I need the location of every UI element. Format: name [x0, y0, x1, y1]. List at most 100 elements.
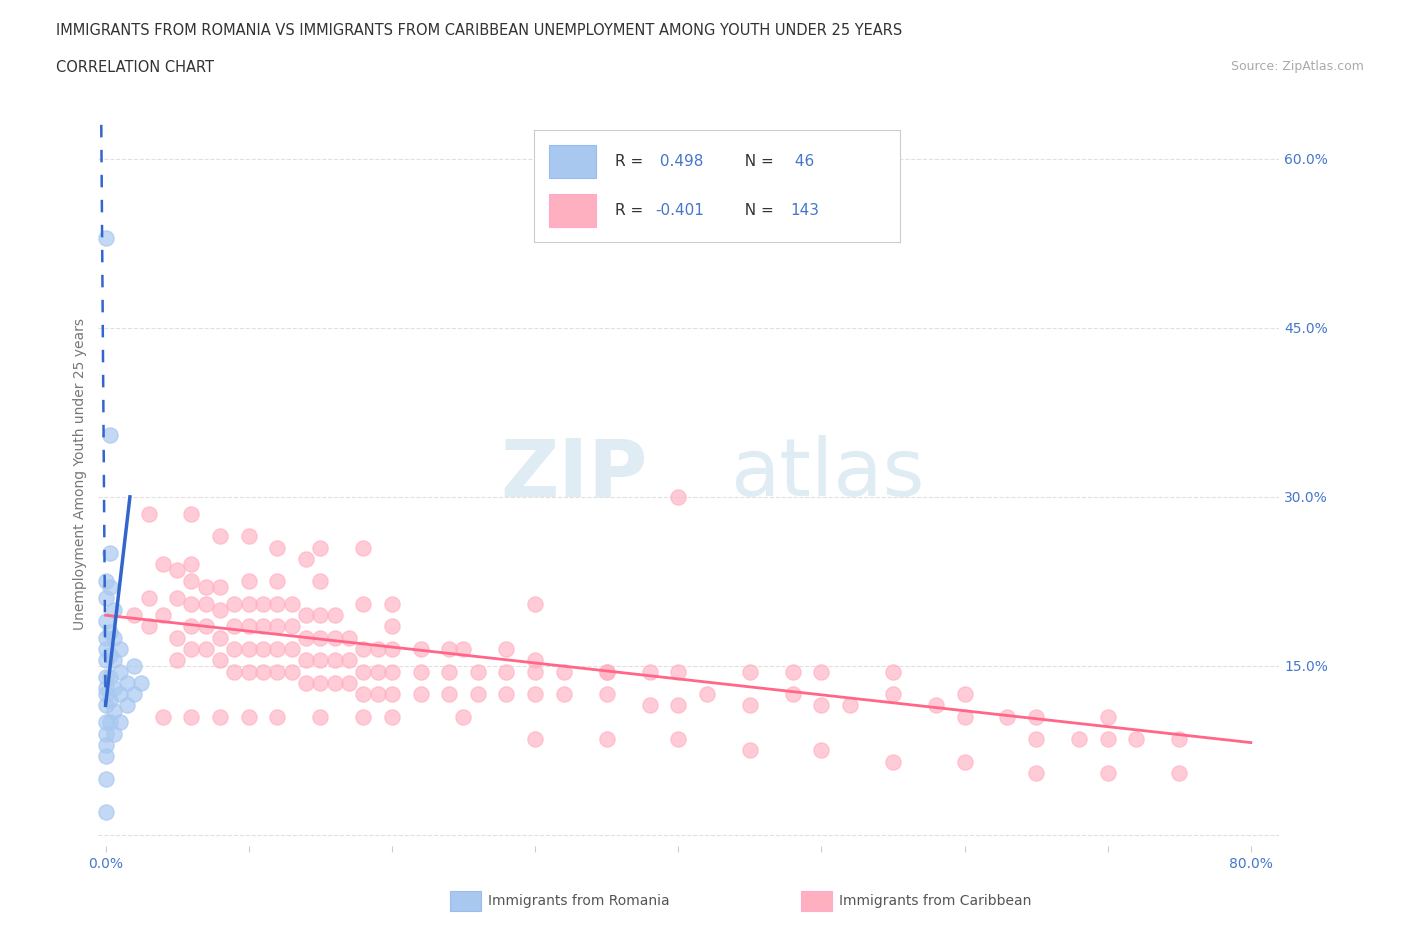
- Point: [953, 754, 976, 769]
- Point: [524, 653, 547, 668]
- Point: [1168, 765, 1191, 780]
- Point: [997, 710, 1019, 724]
- Point: [352, 710, 374, 724]
- Point: [295, 653, 318, 668]
- Text: R =: R =: [614, 154, 648, 169]
- Point: [467, 686, 489, 701]
- Point: [138, 506, 160, 521]
- Point: [595, 664, 617, 679]
- Point: [238, 529, 260, 544]
- Point: [295, 631, 318, 645]
- Point: [180, 596, 202, 611]
- Point: [882, 686, 904, 701]
- Point: [595, 664, 617, 679]
- Point: [953, 686, 976, 701]
- Point: [266, 574, 288, 589]
- Point: [381, 596, 404, 611]
- Point: [524, 732, 547, 747]
- Point: [280, 664, 302, 679]
- Point: [266, 642, 288, 657]
- Point: [738, 743, 761, 758]
- Text: Immigrants from Caribbean: Immigrants from Caribbean: [839, 894, 1032, 909]
- Point: [138, 591, 160, 605]
- Point: [309, 653, 332, 668]
- Point: [352, 596, 374, 611]
- Point: [882, 664, 904, 679]
- Point: [1125, 732, 1147, 747]
- Point: [238, 574, 260, 589]
- Point: [295, 551, 318, 566]
- Point: [409, 686, 432, 701]
- Text: N =: N =: [735, 154, 779, 169]
- Point: [252, 642, 274, 657]
- Point: [122, 608, 145, 623]
- Point: [238, 642, 260, 657]
- Point: [209, 579, 232, 594]
- Point: [94, 686, 117, 701]
- Point: [280, 596, 302, 611]
- Point: [810, 664, 832, 679]
- Point: [180, 557, 202, 572]
- Point: [94, 642, 117, 657]
- Point: [252, 619, 274, 634]
- Point: [309, 574, 332, 589]
- Point: [224, 664, 246, 679]
- Point: [122, 658, 145, 673]
- Point: [103, 602, 125, 617]
- Point: [381, 710, 404, 724]
- Point: [94, 749, 117, 764]
- Point: [495, 664, 517, 679]
- Point: [98, 692, 121, 707]
- Point: [94, 574, 117, 589]
- Text: atlas: atlas: [730, 435, 925, 513]
- Point: [1067, 732, 1090, 747]
- Point: [194, 596, 217, 611]
- Point: [98, 625, 121, 640]
- Point: [295, 608, 318, 623]
- Point: [467, 664, 489, 679]
- Point: [108, 686, 131, 701]
- Point: [98, 546, 121, 561]
- Text: CORRELATION CHART: CORRELATION CHART: [56, 60, 214, 75]
- Point: [94, 591, 117, 605]
- Point: [295, 675, 318, 690]
- Point: [94, 230, 117, 245]
- Point: [925, 698, 948, 712]
- Point: [108, 715, 131, 730]
- Point: [381, 619, 404, 634]
- Point: [122, 686, 145, 701]
- Point: [94, 681, 117, 696]
- Point: [209, 631, 232, 645]
- Point: [367, 686, 389, 701]
- Point: [224, 642, 246, 657]
- Point: [103, 704, 125, 719]
- Point: [666, 489, 689, 504]
- Point: [453, 710, 475, 724]
- Bar: [548, 193, 596, 227]
- Point: [352, 686, 374, 701]
- Point: [238, 596, 260, 611]
- Point: [131, 675, 153, 690]
- Point: [352, 540, 374, 555]
- Point: [152, 608, 174, 623]
- Point: [437, 686, 460, 701]
- Point: [166, 631, 188, 645]
- Point: [1097, 765, 1119, 780]
- Text: R =: R =: [614, 203, 648, 218]
- Point: [1097, 732, 1119, 747]
- Point: [367, 664, 389, 679]
- Point: [495, 686, 517, 701]
- Point: [266, 619, 288, 634]
- Point: [103, 726, 125, 741]
- Point: [666, 664, 689, 679]
- Point: [409, 664, 432, 679]
- Point: [209, 710, 232, 724]
- Point: [595, 732, 617, 747]
- Text: 46: 46: [790, 154, 814, 169]
- Text: N =: N =: [735, 203, 779, 218]
- Point: [280, 642, 302, 657]
- Bar: [548, 145, 596, 179]
- Point: [98, 579, 121, 594]
- Point: [224, 619, 246, 634]
- Point: [953, 710, 976, 724]
